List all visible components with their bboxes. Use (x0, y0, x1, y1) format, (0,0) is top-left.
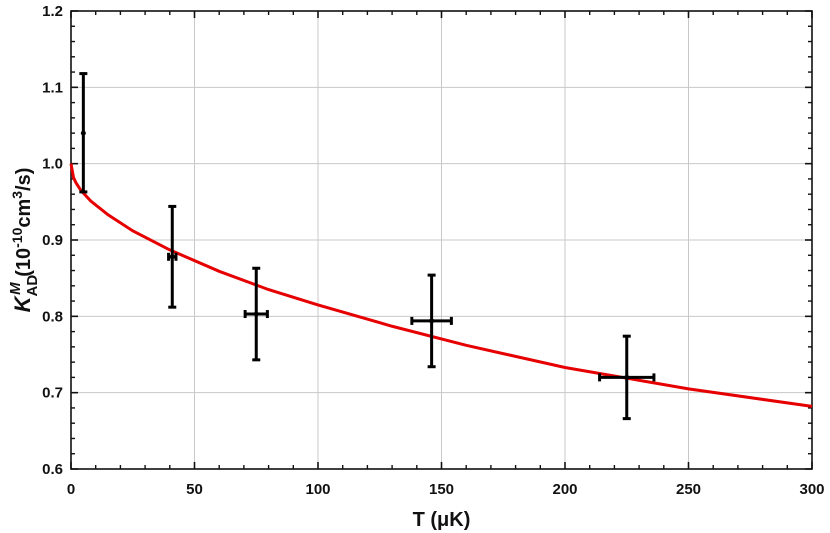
data-marker (624, 374, 630, 380)
x-tick-label: 100 (305, 481, 330, 498)
y-tick-label: 0.8 (42, 308, 63, 325)
y-tick-label: 0.6 (42, 461, 63, 478)
x-tick-labels: 0 50 100 150 200 250 300 (67, 481, 825, 498)
y-axis-label-part: (10 (13, 248, 35, 282)
data-point (79, 72, 88, 194)
data-point (167, 204, 178, 309)
y-axis-label-part: K (10, 294, 35, 312)
y-axis-label-part: /s) (13, 168, 35, 191)
data-marker (80, 130, 86, 136)
x-tick-label: 300 (799, 481, 824, 498)
y-tick-label: 0.7 (42, 385, 63, 402)
x-tick-label: 50 (186, 481, 203, 498)
y-tick-label: 1.2 (42, 3, 63, 20)
data-point (598, 334, 656, 421)
data-points (79, 72, 656, 421)
y-axis-label-part: cm (13, 199, 35, 228)
x-tick-label: 150 (429, 481, 454, 498)
data-marker (429, 318, 435, 324)
data-marker (169, 254, 175, 260)
y-axis-label-part: M (7, 282, 24, 295)
x-tick-label: 0 (67, 481, 75, 498)
x-tick-label: 250 (676, 481, 701, 498)
x-axis-label: T (μK) (413, 509, 471, 531)
data-marker (253, 311, 259, 317)
y-axis-label-part: -10 (9, 227, 25, 247)
y-axis-label-part: AD (24, 275, 41, 297)
ticks (70, 10, 813, 470)
fit-curve (69, 163, 813, 408)
data-point (243, 266, 269, 362)
y-tick-label: 1.1 (42, 79, 63, 96)
y-axis-label-part: 3 (9, 191, 25, 199)
y-tick-label: 0.9 (42, 232, 63, 249)
x-tick-label: 200 (552, 481, 577, 498)
y-tick-label: 1.0 (42, 156, 63, 173)
y-axis-label: KADM (10-10cm3/s) (7, 168, 41, 313)
data-point (410, 273, 453, 369)
grid (70, 10, 813, 470)
y-tick-labels: 0.6 0.7 0.8 0.9 1.0 1.1 1.2 (42, 3, 63, 478)
